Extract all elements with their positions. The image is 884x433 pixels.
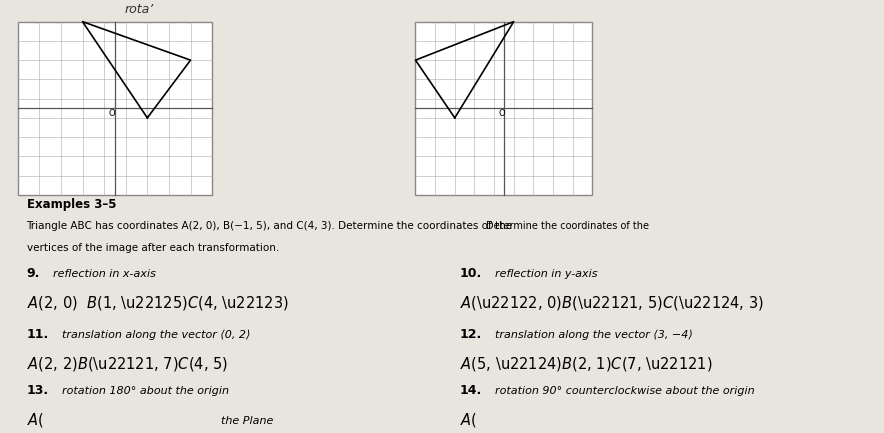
- Text: translation along the vector ⟨0, 2⟩: translation along the vector ⟨0, 2⟩: [62, 330, 250, 340]
- Text: 11.: 11.: [27, 328, 49, 341]
- Text: the Plane: the Plane: [221, 417, 273, 427]
- Text: 14.: 14.: [460, 384, 482, 397]
- Text: 9.: 9.: [27, 267, 40, 280]
- Text: reflection in x-axis: reflection in x-axis: [53, 269, 156, 279]
- Text: O: O: [499, 109, 505, 118]
- Text: rota’: rota’: [125, 3, 154, 16]
- Text: O: O: [109, 109, 115, 118]
- Bar: [415, 22, 592, 195]
- Text: $\mathit{A}$(2, 0)  $\mathit{B}$(1, \u22125)$\mathit{C}$(4, \u22123): $\mathit{A}$(2, 0) $\mathit{B}$(1, \u221…: [27, 294, 288, 312]
- Bar: [18, 22, 212, 195]
- Text: $\mathit{A}$(5, \u22124)$\mathit{B}$(2, 1)$\mathit{C}$(7, \u22121): $\mathit{A}$(5, \u22124)$\mathit{B}$(2, …: [460, 355, 713, 372]
- Text: rotation 90° counterclockwise about the origin: rotation 90° counterclockwise about the …: [495, 386, 755, 396]
- Text: rotation 180° about the origin: rotation 180° about the origin: [62, 386, 229, 396]
- Text: reflection in y-axis: reflection in y-axis: [495, 269, 598, 279]
- Text: Determine the coordinates of the: Determine the coordinates of the: [486, 222, 649, 232]
- Text: 10.: 10.: [460, 267, 482, 280]
- Text: vertices of the image after each transformation.: vertices of the image after each transfo…: [27, 243, 278, 253]
- Text: translation along the vector ⟨3, −4⟩: translation along the vector ⟨3, −4⟩: [495, 330, 693, 340]
- Text: Triangle ABC has coordinates A(2, 0), B(−1, 5), and C(4, 3). Determine the coord: Triangle ABC has coordinates A(2, 0), B(…: [27, 222, 513, 232]
- Text: Examples 3–5: Examples 3–5: [27, 198, 116, 211]
- Text: $\mathit{A}$(2, 2)$\mathit{B}$(\u22121, 7)$\mathit{C}$(4, 5): $\mathit{A}$(2, 2)$\mathit{B}$(\u22121, …: [27, 355, 227, 372]
- Text: 13.: 13.: [27, 384, 49, 397]
- Text: 12.: 12.: [460, 328, 482, 341]
- Text: $\mathit{A}$(: $\mathit{A}$(: [27, 411, 44, 429]
- Text: $\mathit{A}$(: $\mathit{A}$(: [460, 411, 477, 429]
- Text: $\mathit{A}$(\u22122, 0)$\mathit{B}$(\u22121, 5)$\mathit{C}$(\u22124, 3): $\mathit{A}$(\u22122, 0)$\mathit{B}$(\u2…: [460, 294, 764, 312]
